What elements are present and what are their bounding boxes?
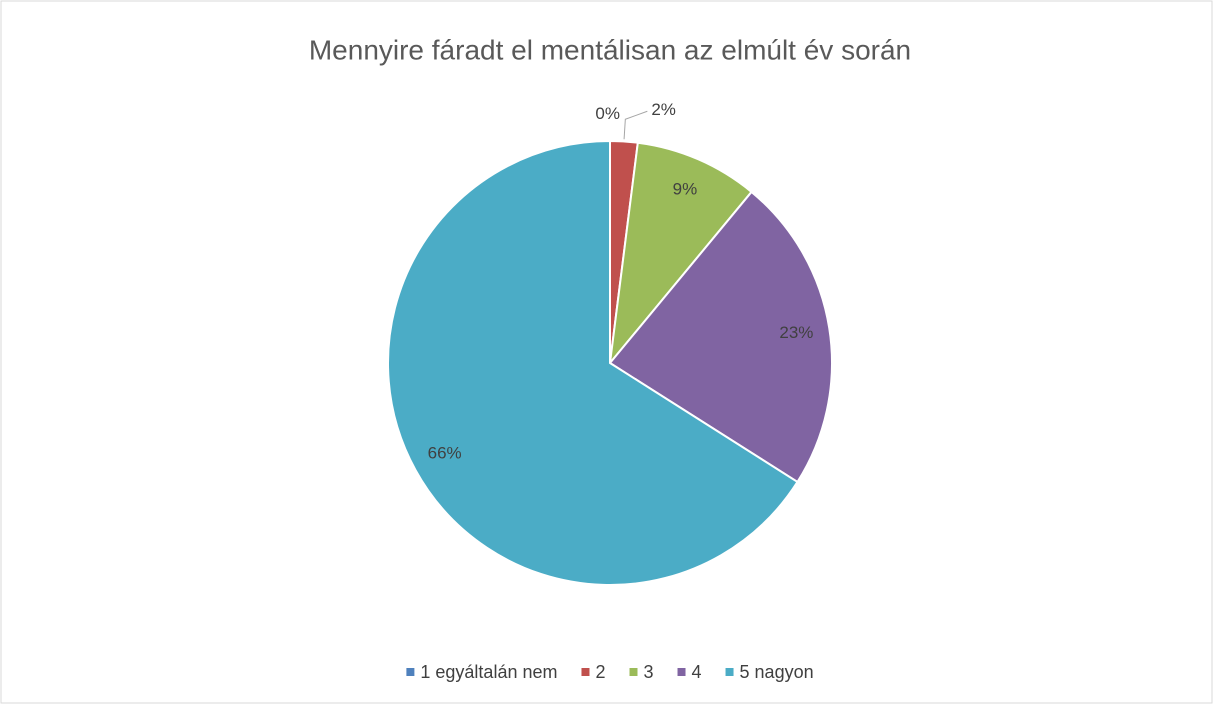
legend-swatch bbox=[725, 668, 734, 676]
data-label: 23% bbox=[779, 323, 813, 342]
legend-label: 2 bbox=[595, 662, 605, 682]
legend-label: 4 bbox=[692, 662, 702, 682]
legend-label: 1 egyáltalán nem bbox=[420, 662, 557, 682]
leader-line bbox=[623, 110, 648, 140]
data-label: 66% bbox=[428, 443, 462, 462]
legend-label: 5 nagyon bbox=[740, 662, 814, 682]
pie-slice bbox=[608, 190, 833, 484]
data-label: 9% bbox=[673, 179, 698, 198]
pie-slice bbox=[608, 141, 753, 367]
legend-swatch bbox=[581, 668, 590, 676]
legend-swatch bbox=[677, 668, 686, 676]
legend-swatch bbox=[629, 668, 638, 676]
data-label: 2% bbox=[651, 100, 676, 119]
legend-swatch bbox=[406, 668, 415, 676]
chart-title: Mennyire fáradt el mentálisan az elmúlt … bbox=[309, 34, 911, 65]
legend-label: 3 bbox=[644, 662, 654, 682]
pie-slice bbox=[387, 139, 799, 586]
data-label: 0% bbox=[595, 104, 620, 123]
